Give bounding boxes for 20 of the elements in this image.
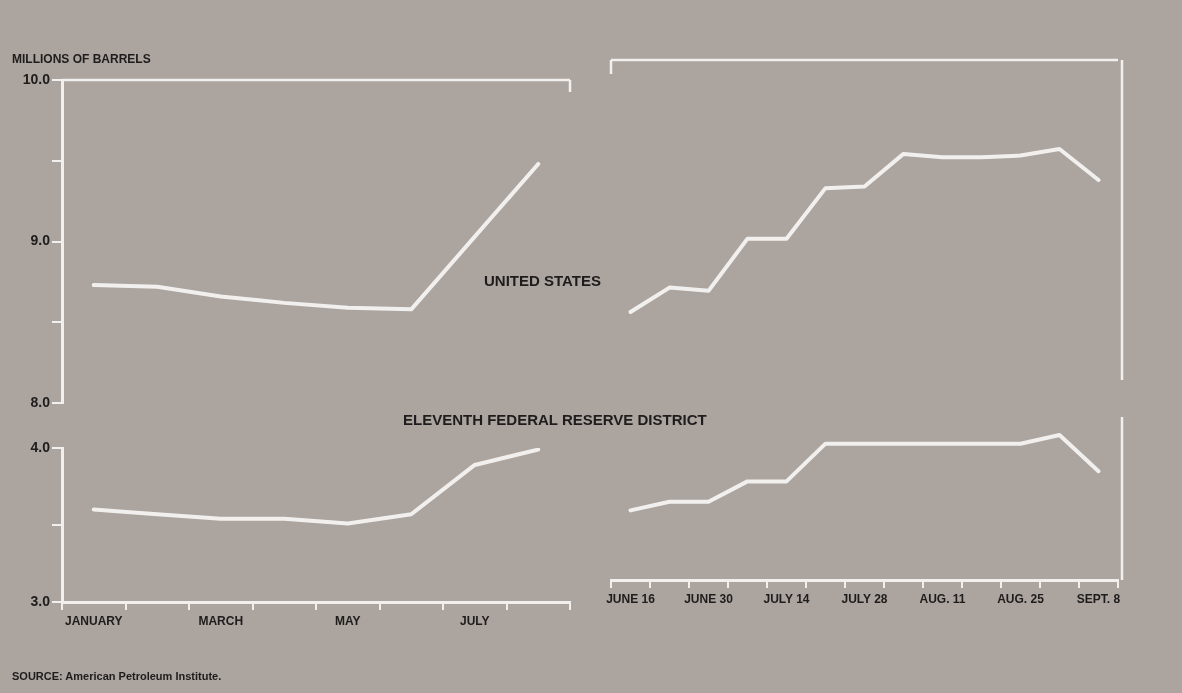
x-tick-label: JUNE 30 <box>684 591 734 606</box>
x-tick-label: JUNE 16 <box>606 591 656 606</box>
y-tick-label: 9.0 <box>30 232 51 249</box>
x-tick-label: AUG. 11 <box>919 591 966 606</box>
y-tick-label: 4.0 <box>30 438 51 455</box>
x-tick-label: MAY <box>334 613 361 628</box>
y-axis-title: MILLIONS OF BARRELS <box>12 52 151 66</box>
x-tick-label: JULY <box>459 613 490 628</box>
source-note: SOURCE: American Petroleum Institute. <box>12 670 222 682</box>
y-tick-label: 10.0 <box>22 70 51 87</box>
text: ELEVENTH FEDERAL RESERVE DISTRICT <box>403 411 707 428</box>
x-tick-label: SEPT. 8 <box>1076 591 1121 606</box>
x-tick-label: JULY 14 <box>763 591 810 606</box>
x-tick-label: AUG. 25 <box>997 591 1045 606</box>
x-tick-label: JULY 28 <box>841 591 888 606</box>
x-tick-label: MARCH <box>198 613 244 628</box>
y-tick-label: 8.0 <box>30 393 51 410</box>
x-tick-label: JANUARY <box>64 613 123 628</box>
y-tick-label: 3.0 <box>30 592 51 609</box>
text: UNITED STATES <box>484 272 601 289</box>
